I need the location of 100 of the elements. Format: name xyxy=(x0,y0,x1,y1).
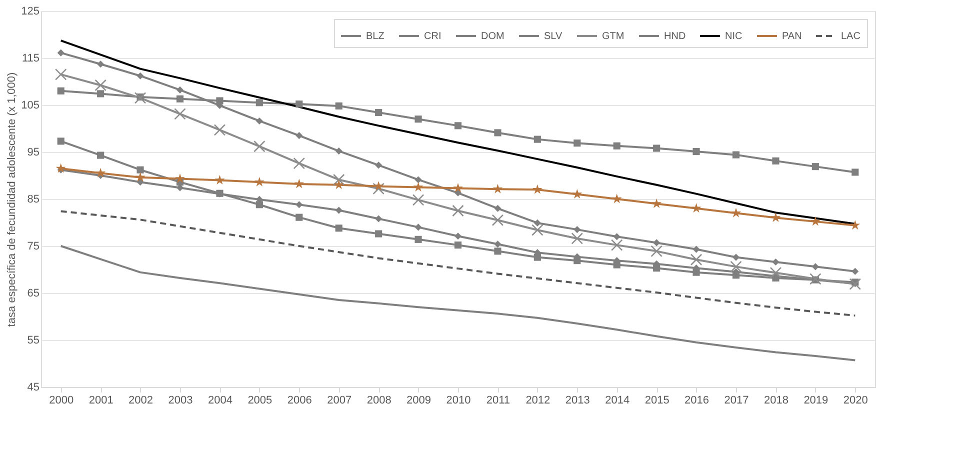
x-tick-label: 2008 xyxy=(366,394,392,406)
point xyxy=(731,208,741,218)
point xyxy=(692,246,700,253)
x-tick-label: 2017 xyxy=(724,394,749,406)
point xyxy=(452,204,464,217)
point xyxy=(97,152,104,159)
point xyxy=(494,204,502,212)
point xyxy=(375,162,382,169)
point xyxy=(413,182,424,192)
point xyxy=(175,174,185,184)
point xyxy=(97,90,104,98)
point xyxy=(335,224,342,232)
y-tick-label: 105 xyxy=(21,100,40,112)
point xyxy=(613,142,620,150)
point xyxy=(494,248,502,255)
line-series xyxy=(60,210,856,317)
point xyxy=(691,203,702,213)
point xyxy=(136,72,144,80)
x-tick-label: 2011 xyxy=(486,394,510,406)
point xyxy=(532,224,544,236)
point xyxy=(293,157,306,170)
point xyxy=(374,181,384,191)
point xyxy=(254,176,264,186)
point xyxy=(335,102,342,110)
point xyxy=(96,168,106,178)
point xyxy=(214,124,226,136)
x-tick-label: 2001 xyxy=(88,394,114,406)
point xyxy=(414,116,422,123)
point xyxy=(57,138,64,145)
point xyxy=(852,168,859,176)
point xyxy=(572,189,582,199)
x-tick-label: 2004 xyxy=(208,394,232,406)
point xyxy=(653,239,660,246)
point xyxy=(494,129,502,136)
x-tick-label: 2002 xyxy=(128,394,154,406)
point xyxy=(454,122,462,130)
line-series xyxy=(60,245,856,362)
point xyxy=(690,254,702,266)
legend-label: GTM xyxy=(602,31,624,42)
point xyxy=(732,254,740,261)
point xyxy=(375,230,382,238)
point xyxy=(296,201,303,208)
point xyxy=(494,240,502,248)
point xyxy=(294,178,304,188)
y-tick-label: 95 xyxy=(27,146,40,158)
point xyxy=(94,79,106,92)
y-tick-label: 45 xyxy=(27,382,40,394)
y-tick-label: 55 xyxy=(27,334,40,346)
point xyxy=(772,157,780,164)
point xyxy=(414,236,422,243)
point xyxy=(610,239,623,251)
x-tick-label: 2013 xyxy=(565,394,590,406)
point xyxy=(97,60,104,68)
point xyxy=(414,176,422,184)
x-tick-label: 2003 xyxy=(168,394,193,406)
point xyxy=(332,174,345,186)
point xyxy=(692,148,700,156)
point xyxy=(414,224,422,231)
point xyxy=(492,184,503,194)
point xyxy=(732,151,740,158)
point xyxy=(772,258,780,266)
point xyxy=(852,268,859,275)
legend-label: HND xyxy=(664,31,686,42)
point xyxy=(296,132,303,140)
point xyxy=(652,198,662,208)
x-tick-label: 2005 xyxy=(248,394,272,406)
point xyxy=(135,172,146,182)
y-tick-label: 115 xyxy=(22,52,40,64)
x-tick-label: 2015 xyxy=(644,394,670,406)
x-tick-label: 2000 xyxy=(49,394,74,406)
point xyxy=(812,163,819,170)
legend-label: SLV xyxy=(544,31,562,42)
point xyxy=(136,166,144,174)
point xyxy=(256,201,263,208)
point xyxy=(534,219,541,227)
x-tick-label: 2019 xyxy=(804,394,828,406)
point xyxy=(254,140,266,152)
y-tick-label: 125 xyxy=(21,6,40,18)
point xyxy=(453,182,463,192)
point xyxy=(571,232,584,244)
y-tick-label: 85 xyxy=(27,194,40,206)
point xyxy=(57,49,64,56)
x-tick-label: 2010 xyxy=(446,394,471,406)
legend-label: PAN xyxy=(782,31,802,42)
legend-label: BLZ xyxy=(366,31,384,42)
point xyxy=(810,216,820,226)
point xyxy=(335,148,342,155)
point xyxy=(532,184,542,194)
point xyxy=(650,245,662,258)
x-tick-label: 2009 xyxy=(406,394,432,406)
legend-label: DOM xyxy=(481,31,504,42)
point xyxy=(335,206,342,214)
point xyxy=(256,117,263,125)
point xyxy=(574,226,581,234)
point xyxy=(653,144,660,152)
legend-label: LAC xyxy=(841,31,860,42)
y-tick-label: 65 xyxy=(27,288,40,300)
x-tick-label: 2018 xyxy=(764,394,788,406)
point xyxy=(454,232,462,240)
point xyxy=(454,242,462,249)
